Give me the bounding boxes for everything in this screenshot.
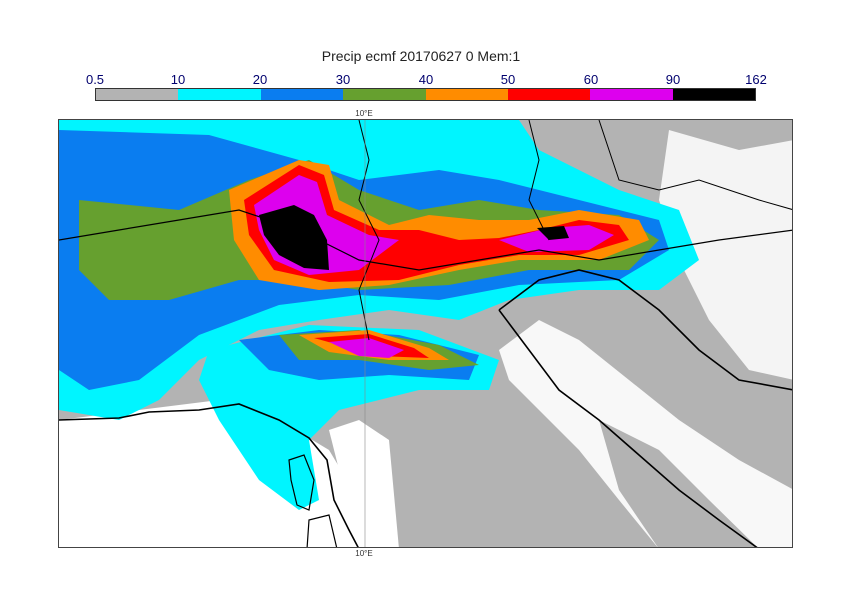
precip-map [58,119,793,548]
legend-swatch [343,89,426,100]
lon-label-bottom: 10°E [355,549,373,558]
legend-label: 60 [583,72,599,87]
coastline [498,309,758,547]
sea-area [329,420,399,547]
legend-label: 50 [500,72,516,87]
legend-label: 0.5 [85,72,105,87]
sea-area [499,320,792,547]
precip-black [537,226,569,240]
legend-swatch [178,89,261,100]
sea-patch [659,130,792,380]
coastline [498,269,792,391]
country-border [528,120,550,241]
legend-swatch [96,89,179,100]
precip-magenta [329,338,404,358]
precip-map-svg [59,120,792,547]
legend-swatch [672,89,755,100]
color-legend-bar [95,88,756,101]
legend-label: 90 [665,72,681,87]
legend-swatch [590,89,673,100]
legend-label: 20 [252,72,268,87]
land-patch [599,420,757,547]
island-sardinia [306,514,338,547]
island-corsica [288,454,315,511]
lon-label-top: 10°E [355,109,373,118]
legend-swatch [260,89,344,100]
legend-label: 40 [418,72,434,87]
legend-label: 30 [335,72,351,87]
legend-label: 162 [745,72,767,87]
map-title: Precip ecmf 20170627 0 Mem:1 [321,48,521,64]
country-border [598,120,792,210]
legend-label: 10 [170,72,186,87]
precip-black [259,205,329,270]
country-border [59,209,792,271]
legend-labels: 0.5 10 20 30 40 50 60 90 162 [0,72,842,88]
coastline [59,403,359,547]
legend-swatch [507,89,591,100]
country-border [358,120,380,341]
legend-swatch [425,89,508,100]
